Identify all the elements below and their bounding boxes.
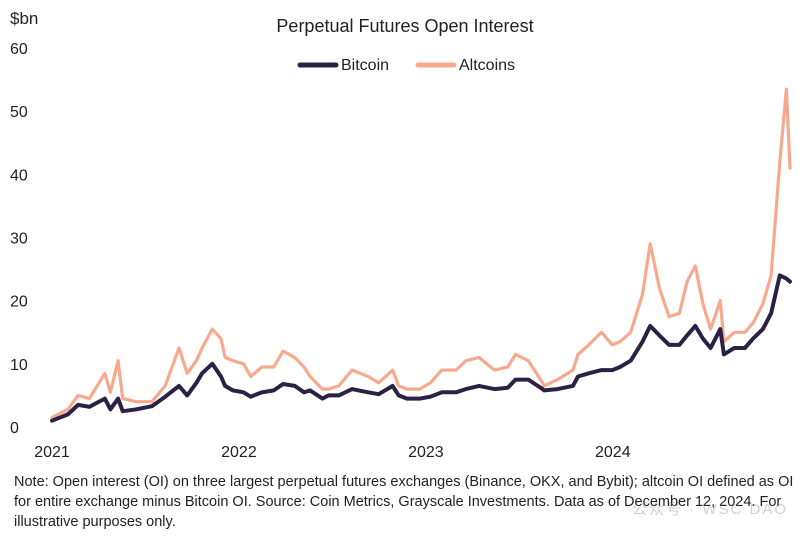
series-layer [50, 87, 792, 423]
y-tick-label: 20 [10, 294, 28, 311]
y-tick-label: 30 [10, 231, 28, 248]
y-tick-label: 50 [10, 104, 28, 121]
series-line-altcoins [50, 87, 792, 420]
chart-svg: $bn Perpetual Futures Open Interest Bitc… [10, 9, 792, 461]
legend-label-altcoins: Altcoins [459, 57, 515, 74]
y-tick-label: 0 [10, 420, 19, 437]
y-tick-label: 60 [10, 41, 28, 58]
chart-title: Perpetual Futures Open Interest [276, 16, 533, 36]
footnote: Note: Open interest (OI) on three larges… [14, 474, 794, 530]
legend: Bitcoin Altcoins [297, 57, 515, 74]
y-axis: 0 10 20 30 40 50 60 [10, 41, 28, 437]
chart: $bn Perpetual Futures Open Interest Bitc… [10, 9, 792, 461]
x-axis: 2021 2022 2023 2024 [34, 444, 630, 461]
series-line-bitcoin [50, 273, 792, 423]
x-tick-label: 2022 [221, 444, 257, 461]
legend-label-bitcoin: Bitcoin [341, 57, 389, 74]
y-unit-label: $bn [10, 9, 38, 28]
y-tick-label: 40 [10, 167, 28, 184]
x-tick-label: 2023 [408, 444, 444, 461]
watermark: 公众号 · WSC DAO [632, 501, 788, 518]
y-tick-label: 10 [10, 357, 28, 374]
x-tick-label: 2024 [595, 444, 631, 461]
x-tick-label: 2021 [34, 444, 70, 461]
